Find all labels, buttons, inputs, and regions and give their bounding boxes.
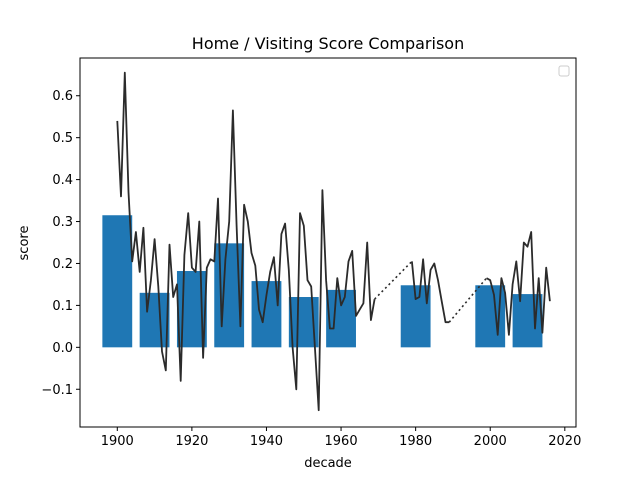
x-tick-label: 1980 [399,434,432,449]
bar [102,215,133,348]
score-line-segment [411,258,450,324]
y-tick-label: 0.4 [52,173,73,188]
plot-background [80,58,576,427]
x-tick-label: 2020 [548,434,581,449]
legend-box [558,65,570,77]
plot-area [80,58,576,427]
x-tick-label: 1920 [175,434,208,449]
y-tick-label: −0.1 [41,383,73,398]
axes-layer: 1900 1920 1940 1960 1980 2000 2020 −0.1 0.0 0.1 0.… [41,57,581,449]
x-tick-label: 1900 [101,434,134,449]
y-tick-label: 0.2 [52,257,73,272]
y-tick-label: 0.3 [52,215,73,230]
x-tick-label: 1960 [325,434,358,449]
score-line-segment [486,231,551,336]
legend-layer [558,65,570,77]
x-tick-label: 1940 [250,434,283,449]
x-axis-label: decade [304,456,352,471]
y-axis-label: score [17,226,32,261]
axes-frame [79,57,577,428]
bar [326,289,356,348]
score-line-segment [116,71,376,412]
y-tick-label: 0.6 [52,89,73,104]
chart-title: Home / Visiting Score Comparison [192,34,464,53]
y-tick-label: 0.0 [52,341,73,356]
y-tick-label: 0.5 [52,131,73,146]
bar [512,294,543,348]
dotted-line-segment [374,260,413,300]
x-tick-label: 2000 [474,434,507,449]
lines-layer [116,71,551,412]
y-tick-label: 0.1 [52,299,73,314]
bar [139,292,170,348]
